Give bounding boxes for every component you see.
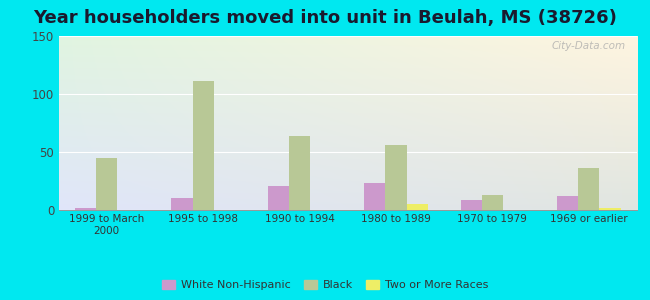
Bar [364,183,385,210]
Legend: White Non-Hispanic, Black, Two or More Races: White Non-Hispanic, Black, Two or More R… [157,275,493,294]
Bar [192,81,214,210]
Bar [461,200,482,210]
Text: City-Data.com: City-Data.com [551,41,625,51]
Bar [268,186,289,210]
Text: Year householders moved into unit in Beulah, MS (38726): Year householders moved into unit in Beu… [33,9,617,27]
Bar [482,195,503,210]
Bar [75,208,96,210]
Bar [557,196,578,210]
Bar [96,158,117,210]
Bar [385,145,406,210]
Bar [578,168,599,210]
Bar [289,136,310,210]
Bar [172,198,192,210]
Bar [406,204,428,210]
Bar [599,208,621,210]
